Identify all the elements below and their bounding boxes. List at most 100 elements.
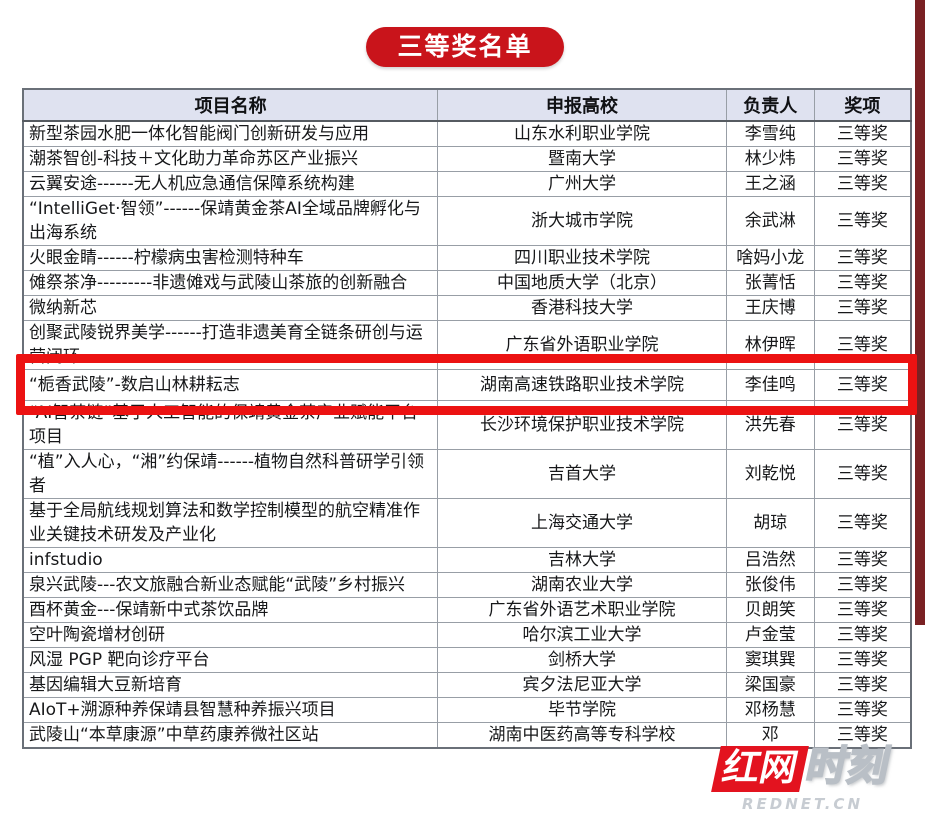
project-cell: 创聚武陵锐界美学------打造非遗美育全链条研创与运营闭环	[22, 320, 439, 370]
leader-cell: 张菁恬	[725, 270, 815, 296]
project-cell: 风湿 PGP 靶向诊疗平台	[22, 647, 439, 673]
table-row: AIoT+溯源种养保靖县智慧种养振兴项目 毕节学院 邓杨慧 三等奖	[22, 697, 912, 723]
award-cell: 三等奖	[813, 171, 912, 197]
university-cell: 山东水利职业学院	[437, 120, 727, 147]
university-cell: 哈尔滨工业大学	[437, 622, 727, 648]
university-cell: 浙大城市学院	[437, 196, 727, 246]
table-row: 云翼安途------无人机应急通信保障系统构建 广州大学 王之涵 三等奖	[22, 171, 912, 197]
leader-cell: 林少炜	[725, 146, 815, 172]
award-cell: 三等奖	[813, 597, 912, 623]
university-cell: 广东省外语艺术职业学院	[437, 597, 727, 623]
award-cell: 三等奖	[813, 672, 912, 698]
award-cell: 三等奖	[813, 245, 912, 271]
project-cell: 空叶陶瓷增材创研	[22, 622, 439, 648]
award-cell: 三等奖	[813, 320, 912, 370]
university-cell: 湖南农业大学	[437, 572, 727, 598]
header-leader: 负责人	[725, 88, 815, 122]
project-cell: 傩祭茶净---------非遗傩戏与武陵山茶旅的创新融合	[22, 270, 439, 296]
award-cell: 三等奖	[813, 697, 912, 723]
project-cell: 云翼安途------无人机应急通信保障系统构建	[22, 171, 439, 197]
university-cell: 湖南高速铁路职业技术学院	[437, 369, 727, 401]
table-row: infstudio 吉林大学 吕浩然 三等奖	[22, 547, 912, 573]
leader-cell: 贝朗笑	[725, 597, 815, 623]
project-cell: 潮茶智创-科技＋文化助力革命苏区产业振兴	[22, 146, 439, 172]
table-row: 火眼金睛------柠檬病虫害检测特种车 四川职业技术学院 啥妈小龙 三等奖	[22, 245, 912, 271]
award-cell: 三等奖	[813, 547, 912, 573]
leader-cell: 邓杨慧	[725, 697, 815, 723]
table-row: “AI智茶链”基于人工智能的保靖黄金茶产业赋能平台项目 长沙环境保护职业技术学院洪…	[22, 400, 912, 450]
rednet-watermark: 红网时刻 REDNET.CN	[680, 741, 925, 813]
project-cell: AIoT+溯源种养保靖县智慧种养振兴项目	[22, 697, 439, 723]
award-table: 项目名称 申报高校 负责人 奖项 新型茶园水肥一体化智能阀门创新研发与应用 山东水…	[22, 88, 912, 749]
leader-cell: 吕浩然	[725, 547, 815, 573]
university-cell: 上海交通大学	[437, 498, 727, 548]
rednet-logo-outline-text: 时刻	[801, 741, 895, 791]
leader-cell: 卢金莹	[725, 622, 815, 648]
leader-cell: 王庆博	[725, 295, 815, 321]
table-row: 微纳新芯 香港科技大学 王庆博 三等奖	[22, 295, 912, 321]
header-university: 申报高校	[437, 88, 727, 122]
right-red-bar	[915, 0, 925, 625]
leader-cell: 啥妈小龙	[725, 245, 815, 271]
university-cell: 广州大学	[437, 171, 727, 197]
table-row: 创聚武陵锐界美学------打造非遗美育全链条研创与运营闭环 广东省外语职业学院林…	[22, 320, 912, 370]
table-row: 泉兴武陵---农文旅融合新业态赋能“武陵”乡村振兴 湖南农业大学 张俊伟 三等奖	[22, 572, 912, 598]
table-row: “IntelliGet·智领”------保靖黄金茶AI全域品牌孵化与出海系统浙…	[22, 196, 912, 246]
project-cell: infstudio	[22, 547, 439, 573]
university-cell: 毕节学院	[437, 697, 727, 723]
award-cell: 三等奖	[813, 722, 912, 749]
project-cell: 武陵山“本草康源”中草药康养微社区站	[22, 722, 439, 749]
table-row: 酉杯黄金---保靖新中式茶饮品牌 广东省外语艺术职业学院 贝朗笑 三等奖	[22, 597, 912, 623]
leader-cell: 邓	[725, 722, 815, 749]
leader-cell: 洪先春	[725, 400, 815, 450]
project-cell: “IntelliGet·智领”------保靖黄金茶AI全域品牌孵化与出海系统	[22, 196, 439, 246]
leader-cell: 刘乾悦	[725, 449, 815, 499]
project-cell: 泉兴武陵---农文旅融合新业态赋能“武陵”乡村振兴	[22, 572, 439, 598]
project-cell: 酉杯黄金---保靖新中式茶饮品牌	[22, 597, 439, 623]
leader-cell: 李雪纯	[725, 120, 815, 147]
project-cell: 基于全局航线规划算法和数学控制模型的航空精准作业关键技术研发及产业化	[22, 498, 439, 548]
university-cell: 广东省外语职业学院	[437, 320, 727, 370]
university-cell: 吉首大学	[437, 449, 727, 499]
header-award: 奖项	[813, 88, 912, 122]
table-row: 傩祭茶净---------非遗傩戏与武陵山茶旅的创新融合 中国地质大学（北京） 张菁…	[22, 270, 912, 296]
leader-cell: 林伊晖	[725, 320, 815, 370]
leader-cell: 窦琪巽	[725, 647, 815, 673]
project-cell: 火眼金睛------柠檬病虫害检测特种车	[22, 245, 439, 271]
university-cell: 四川职业技术学院	[437, 245, 727, 271]
leader-cell: 王之涵	[725, 171, 815, 197]
table-header-row: 项目名称 申报高校 负责人 奖项	[22, 88, 912, 122]
project-cell: 微纳新芯	[22, 295, 439, 321]
award-cell: 三等奖	[813, 622, 912, 648]
project-cell: “植”入人心，“湘”约保靖------植物自然科普研学引领者	[22, 449, 439, 499]
award-cell: 三等奖	[813, 120, 912, 147]
university-cell: 中国地质大学（北京）	[437, 270, 727, 296]
table-row: 风湿 PGP 靶向诊疗平台 剑桥大学 窦琪巽 三等奖	[22, 647, 912, 673]
university-cell: 暨南大学	[437, 146, 727, 172]
table-row: 潮茶智创-科技＋文化助力革命苏区产业振兴 暨南大学 林少炜 三等奖	[22, 146, 912, 172]
project-cell: 基因编辑大豆新培育	[22, 672, 439, 698]
table-row: 新型茶园水肥一体化智能阀门创新研发与应用 山东水利职业学院 李雪纯 三等奖	[22, 120, 912, 147]
title-badge: 三等奖名单	[366, 27, 564, 67]
table-row: “栀香武陵”-数启山林耕耘志 湖南高速铁路职业技术学院 李佳鸣 三等奖	[22, 369, 912, 401]
leader-cell: 张俊伟	[725, 572, 815, 598]
award-cell: 三等奖	[813, 498, 912, 548]
table-row: 基于全局航线规划算法和数学控制模型的航空精准作业关键技术研发及产业化 上海交通大学…	[22, 498, 912, 548]
leader-cell: 余武淋	[725, 196, 815, 246]
leader-cell: 李佳鸣	[725, 369, 815, 401]
award-cell: 三等奖	[813, 647, 912, 673]
project-cell: 新型茶园水肥一体化智能阀门创新研发与应用	[22, 120, 439, 147]
header-project: 项目名称	[22, 88, 439, 122]
table-row: 空叶陶瓷增材创研 哈尔滨工业大学 卢金莹 三等奖	[22, 622, 912, 648]
award-cell: 三等奖	[813, 369, 912, 401]
award-cell: 三等奖	[813, 449, 912, 499]
university-cell: 宾夕法尼亚大学	[437, 672, 727, 698]
rednet-domain-text: REDNET.CN	[742, 794, 863, 813]
university-cell: 吉林大学	[437, 547, 727, 573]
rednet-logo-red-block: 红网	[711, 746, 809, 792]
table-row: “植”入人心，“湘”约保靖------植物自然科普研学引领者 吉首大学 刘乾悦 三等奖	[22, 449, 912, 499]
table-row: 基因编辑大豆新培育 宾夕法尼亚大学 梁国豪 三等奖	[22, 672, 912, 698]
award-cell: 三等奖	[813, 295, 912, 321]
award-cell: 三等奖	[813, 400, 912, 450]
